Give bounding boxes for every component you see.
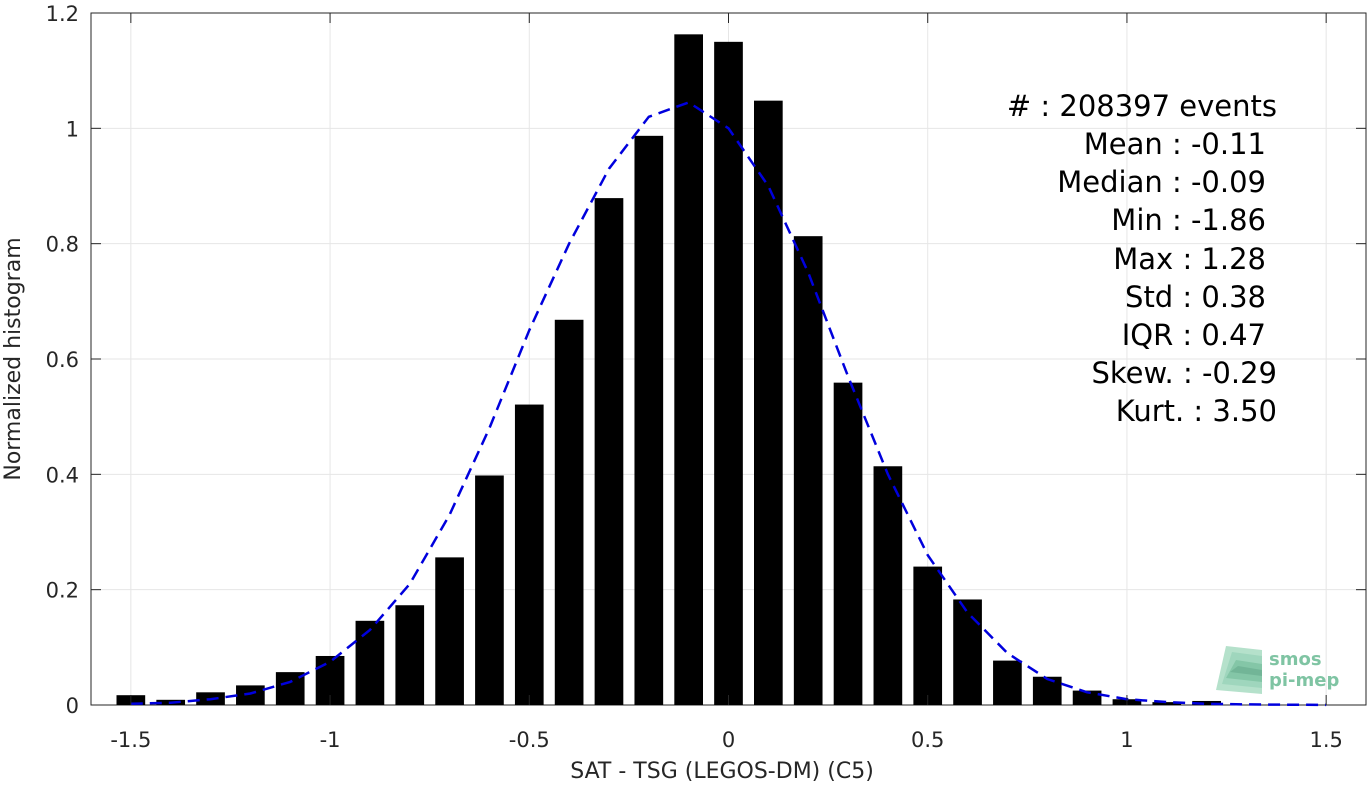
histogram-bar [714,41,743,706]
stat-kurt: Kurt. : 3.50 [1116,394,1277,428]
histogram-bar [475,475,504,705]
x-axis-label: SAT - TSG (LEGOS-DM) (C5) [570,759,874,784]
histogram-bar [594,198,624,706]
stat-events: # : 208397 events [1007,89,1277,123]
histogram-bar [674,34,703,705]
x-tick-label: 0.5 [911,728,944,752]
x-tick-label: 1.5 [1309,728,1342,752]
histogram-bar [1032,676,1062,705]
x-tick-labels: -1.5 -1 -0.5 0 0.5 1 1.5 [110,728,1343,752]
stat-max: Max : 1.28 [1113,242,1266,276]
logo-text-smos: smos [1269,649,1322,670]
y-tick-label: 1 [66,117,79,141]
logo-icon [1216,646,1262,694]
stat-std: Std : 0.38 [1125,280,1266,314]
histogram-bar [793,236,823,706]
x-tick-label: -1 [320,728,341,752]
smos-pimep-logo: smos pi-mep [1216,646,1339,694]
histogram-bar [873,466,903,705]
x-tick-label: 0 [722,728,735,752]
histogram-bar [1072,690,1102,705]
y-axis-label: Normalized histogram [1,237,26,480]
histogram-bar [435,557,464,705]
logo-text-pimep: pi-mep [1269,670,1339,691]
y-tick-label: 0.2 [46,579,79,603]
histogram-bar [395,605,425,705]
histogram-bar [833,382,863,705]
stat-skew: Skew. : -0.29 [1091,356,1277,390]
stats-box: # : 208397 events Mean : -0.11 Median : … [1007,89,1277,428]
histogram-bar [953,599,982,705]
stat-median: Median : -0.09 [1057,165,1266,199]
histogram-bars [116,34,1221,706]
y-tick-labels: 0 0.2 0.4 0.6 0.8 1 1.2 [46,2,79,718]
y-tick-label: 0.8 [46,233,79,257]
axis-ticks [91,12,1366,706]
stat-min: Min : -1.86 [1111,203,1266,237]
x-tick-label: -0.5 [509,728,550,752]
x-tick-label: -1.5 [110,728,151,752]
histogram-bar [554,319,584,705]
y-tick-label: 0 [66,694,79,718]
histogram-bar [913,566,943,705]
y-tick-label: 1.2 [46,2,79,26]
histogram-bar [514,404,544,705]
histogram-bar [634,135,664,705]
y-tick-label: 0.4 [46,463,79,487]
stat-mean: Mean : -0.11 [1084,127,1266,161]
stat-iqr: IQR : 0.47 [1122,318,1266,352]
histogram-bar [1192,700,1221,705]
x-tick-label: 1 [1120,728,1133,752]
histogram-bar [993,660,1022,705]
histogram-bar [355,620,385,705]
y-tick-label: 0.6 [46,348,79,372]
histogram-bar [754,100,783,706]
histogram-bar [1152,702,1182,705]
histogram-bar [236,685,265,705]
